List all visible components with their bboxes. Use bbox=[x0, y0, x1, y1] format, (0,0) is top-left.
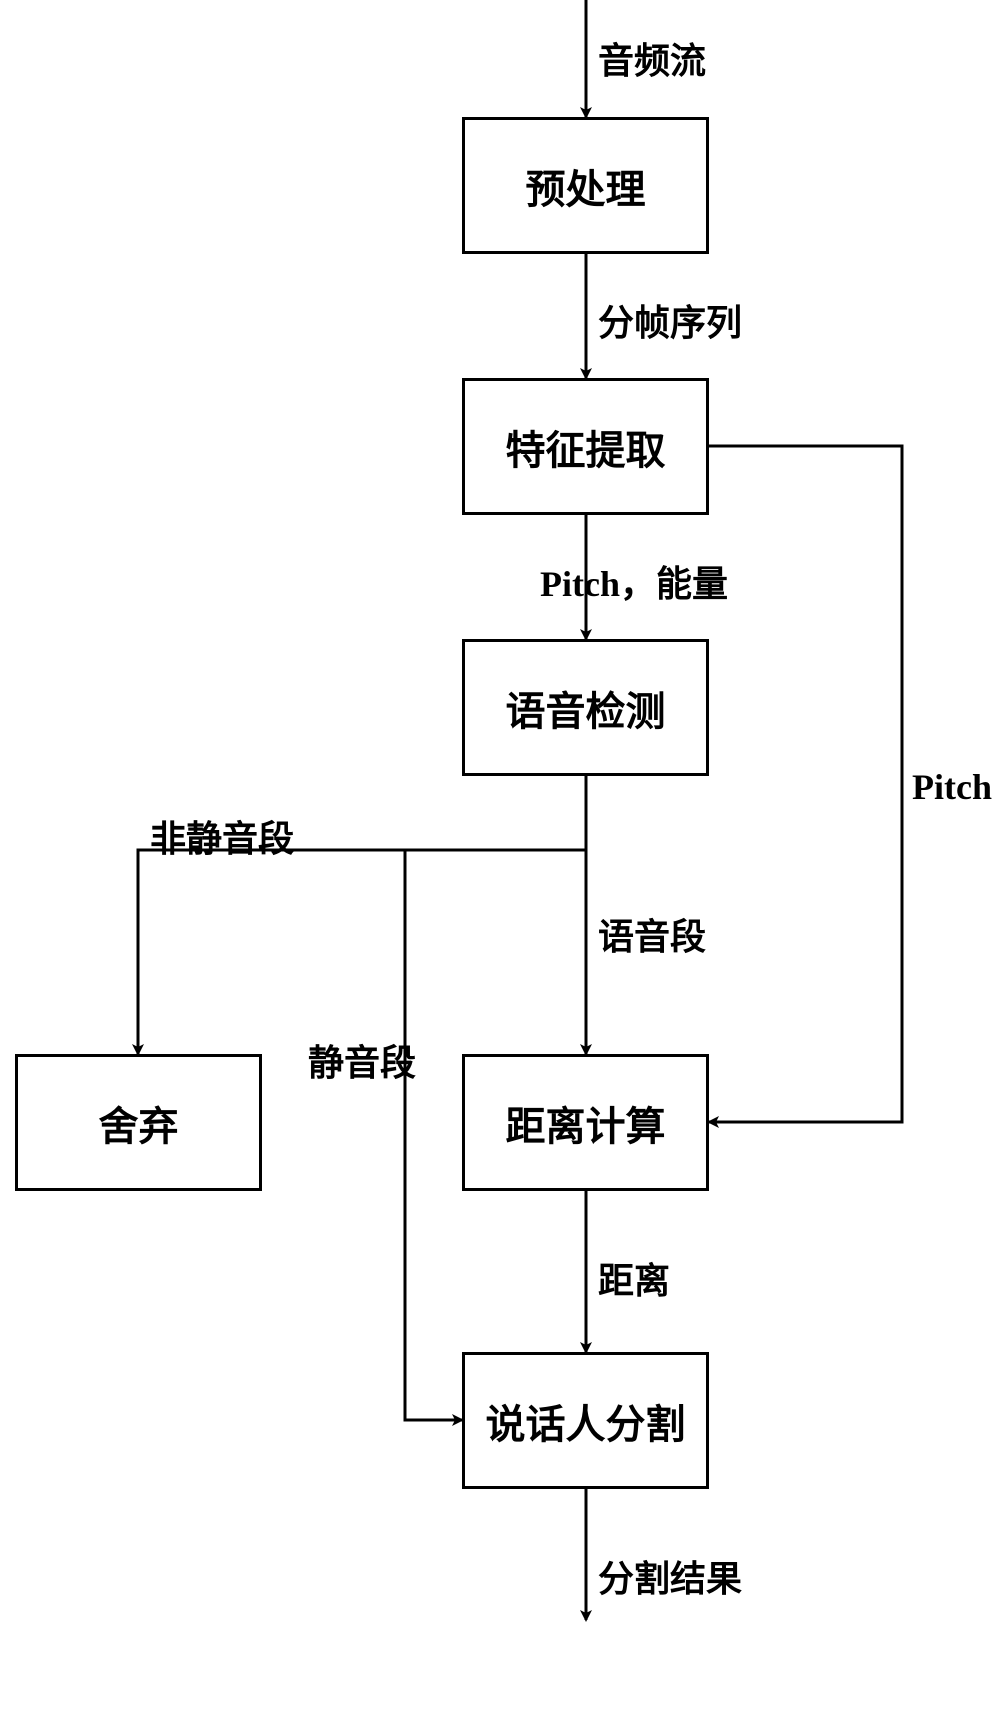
flowchart-node-n6: 说话人分割 bbox=[462, 1352, 709, 1489]
flowchart-edge-label-4: 非静音段 bbox=[150, 810, 294, 862]
flowchart-edge-label-8: 分割结果 bbox=[598, 1550, 742, 1602]
flowchart-node-n4: 舍弃 bbox=[15, 1054, 262, 1191]
flowchart-node-n1: 预处理 bbox=[462, 117, 709, 254]
flowchart-node-n2: 特征提取 bbox=[462, 378, 709, 515]
flowchart-edge-6 bbox=[405, 850, 462, 1420]
flowchart-node-n3: 语音检测 bbox=[462, 639, 709, 776]
flowchart-edge-label-2: Pitch，能量 bbox=[540, 555, 728, 607]
flowchart-node-n5: 距离计算 bbox=[462, 1054, 709, 1191]
flowchart-edge-3 bbox=[709, 446, 902, 1122]
flowchart-edge-label-1: 分帧序列 bbox=[598, 294, 742, 346]
flowchart-edge-label-6: 静音段 bbox=[308, 1034, 416, 1086]
flowchart-edge-label-5: 语音段 bbox=[598, 908, 706, 960]
flowchart-edge-label-0: 音频流 bbox=[598, 32, 706, 84]
flowchart-edge-label-7: 距离 bbox=[598, 1252, 670, 1304]
flowchart-edge-label-3: Pitch bbox=[912, 766, 992, 808]
